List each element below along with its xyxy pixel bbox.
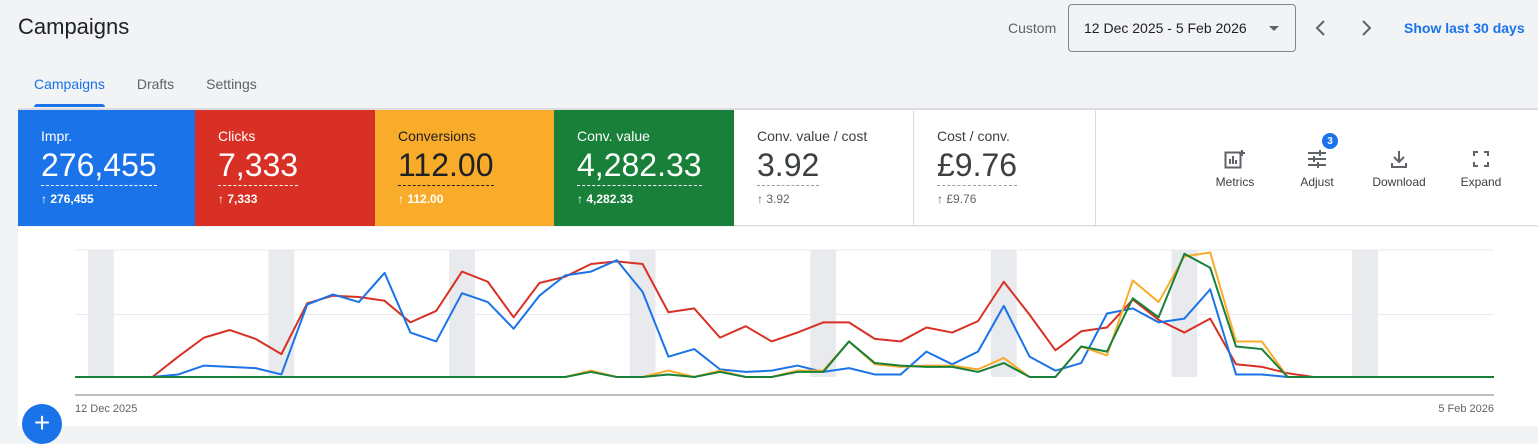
previous-period-button[interactable] xyxy=(1308,16,1332,40)
chevron-right-icon xyxy=(1361,19,1373,37)
metric-card-cost-per-conv[interactable]: Cost / conv. £9.76 ↑ £9.76 xyxy=(914,110,1096,226)
metric-cards: Impr. 276,455 ↑ 276,455 Clicks 7,333 ↑ 7… xyxy=(18,110,1538,226)
download-button[interactable]: Download xyxy=(1358,149,1440,189)
x-tick-label-start: 12 Dec 2025 xyxy=(75,403,137,415)
weekend-band xyxy=(449,250,475,377)
metric-change: ↑ 7,333 xyxy=(218,192,375,206)
metric-change-value: 4,282.33 xyxy=(586,192,633,206)
date-range-label: Custom xyxy=(1008,20,1056,36)
next-period-button[interactable] xyxy=(1355,16,1379,40)
metric-label: Clicks xyxy=(218,128,375,144)
date-range-picker[interactable]: 12 Dec 2025 - 5 Feb 2026 xyxy=(1068,4,1296,52)
metric-change-value: 112.00 xyxy=(407,192,443,206)
metric-value: 3.92 xyxy=(757,147,819,186)
dropdown-caret-icon xyxy=(1269,26,1279,31)
weekend-band xyxy=(269,250,295,377)
metric-value: £9.76 xyxy=(937,147,1017,186)
metric-change: ↑ 3.92 xyxy=(757,192,913,206)
tab-campaigns[interactable]: Campaigns xyxy=(34,76,105,108)
metrics-label: Metrics xyxy=(1216,175,1255,189)
tab-bar: Campaigns Drafts Settings xyxy=(34,76,257,108)
download-icon xyxy=(1389,149,1409,169)
metric-change-value: 276,455 xyxy=(50,192,93,206)
tab-drafts[interactable]: Drafts xyxy=(137,76,174,108)
metric-change: ↑ 112.00 xyxy=(398,192,554,206)
metric-card-conv-value-per-cost[interactable]: Conv. value / cost 3.92 ↑ 3.92 xyxy=(734,110,914,226)
create-fab-button[interactable]: + xyxy=(22,404,62,444)
metric-change: ↑ £9.76 xyxy=(937,192,1095,206)
line-chart-svg: 12 Dec 2025 5 Feb 2026 xyxy=(18,227,1538,426)
fullscreen-icon xyxy=(1471,149,1491,169)
show-last-30-days-link[interactable]: Show last 30 days xyxy=(1404,20,1525,36)
adjust-label: Adjust xyxy=(1300,175,1333,189)
sliders-icon xyxy=(1307,149,1327,169)
metric-change-value: 3.92 xyxy=(766,192,789,206)
metric-card-clicks[interactable]: Clicks 7,333 ↑ 7,333 xyxy=(195,110,375,226)
chevron-left-icon xyxy=(1314,19,1326,37)
metric-label: Conversions xyxy=(398,128,554,144)
metric-value: 7,333 xyxy=(218,147,298,186)
expand-button[interactable]: Expand xyxy=(1440,149,1522,189)
metric-card-conv-value[interactable]: Conv. value 4,282.33 ↑ 4,282.33 xyxy=(554,110,734,226)
metric-card-conversions[interactable]: Conversions 112.00 ↑ 112.00 xyxy=(375,110,554,226)
metric-value: 4,282.33 xyxy=(577,147,702,186)
expand-label: Expand xyxy=(1461,175,1502,189)
date-range-value: 12 Dec 2025 - 5 Feb 2026 xyxy=(1084,20,1247,36)
metric-label: Impr. xyxy=(41,128,195,144)
metrics-button[interactable]: Metrics xyxy=(1194,149,1276,189)
download-label: Download xyxy=(1372,175,1425,189)
metrics-chart-icon xyxy=(1224,149,1246,169)
metric-label: Conv. value xyxy=(577,128,734,144)
chart-toolbar: Metrics 3 Adjust Download Expand xyxy=(1096,110,1538,225)
performance-chart: 12 Dec 2025 5 Feb 2026 xyxy=(18,227,1538,426)
weekend-band xyxy=(88,250,114,377)
weekend-band xyxy=(1172,250,1198,377)
tab-settings[interactable]: Settings xyxy=(206,76,257,108)
metric-change: ↑ 276,455 xyxy=(41,192,195,206)
plus-icon: + xyxy=(34,407,50,438)
metric-label: Cost / conv. xyxy=(937,128,1095,144)
metric-value: 112.00 xyxy=(398,147,494,186)
metric-change: ↑ 4,282.33 xyxy=(577,192,734,206)
metric-change-value: £9.76 xyxy=(946,192,976,206)
metric-card-impressions[interactable]: Impr. 276,455 ↑ 276,455 xyxy=(18,110,195,226)
x-tick-label-end: 5 Feb 2026 xyxy=(1438,403,1494,415)
adjust-button[interactable]: 3 Adjust xyxy=(1276,149,1358,189)
metric-label: Conv. value / cost xyxy=(757,128,913,144)
weekend-band xyxy=(1352,250,1378,377)
adjust-count-badge: 3 xyxy=(1322,133,1338,149)
metric-change-value: 7,333 xyxy=(227,192,257,206)
page-title: Campaigns xyxy=(18,14,129,40)
weekend-band xyxy=(810,250,836,377)
metric-value: 276,455 xyxy=(41,147,157,186)
